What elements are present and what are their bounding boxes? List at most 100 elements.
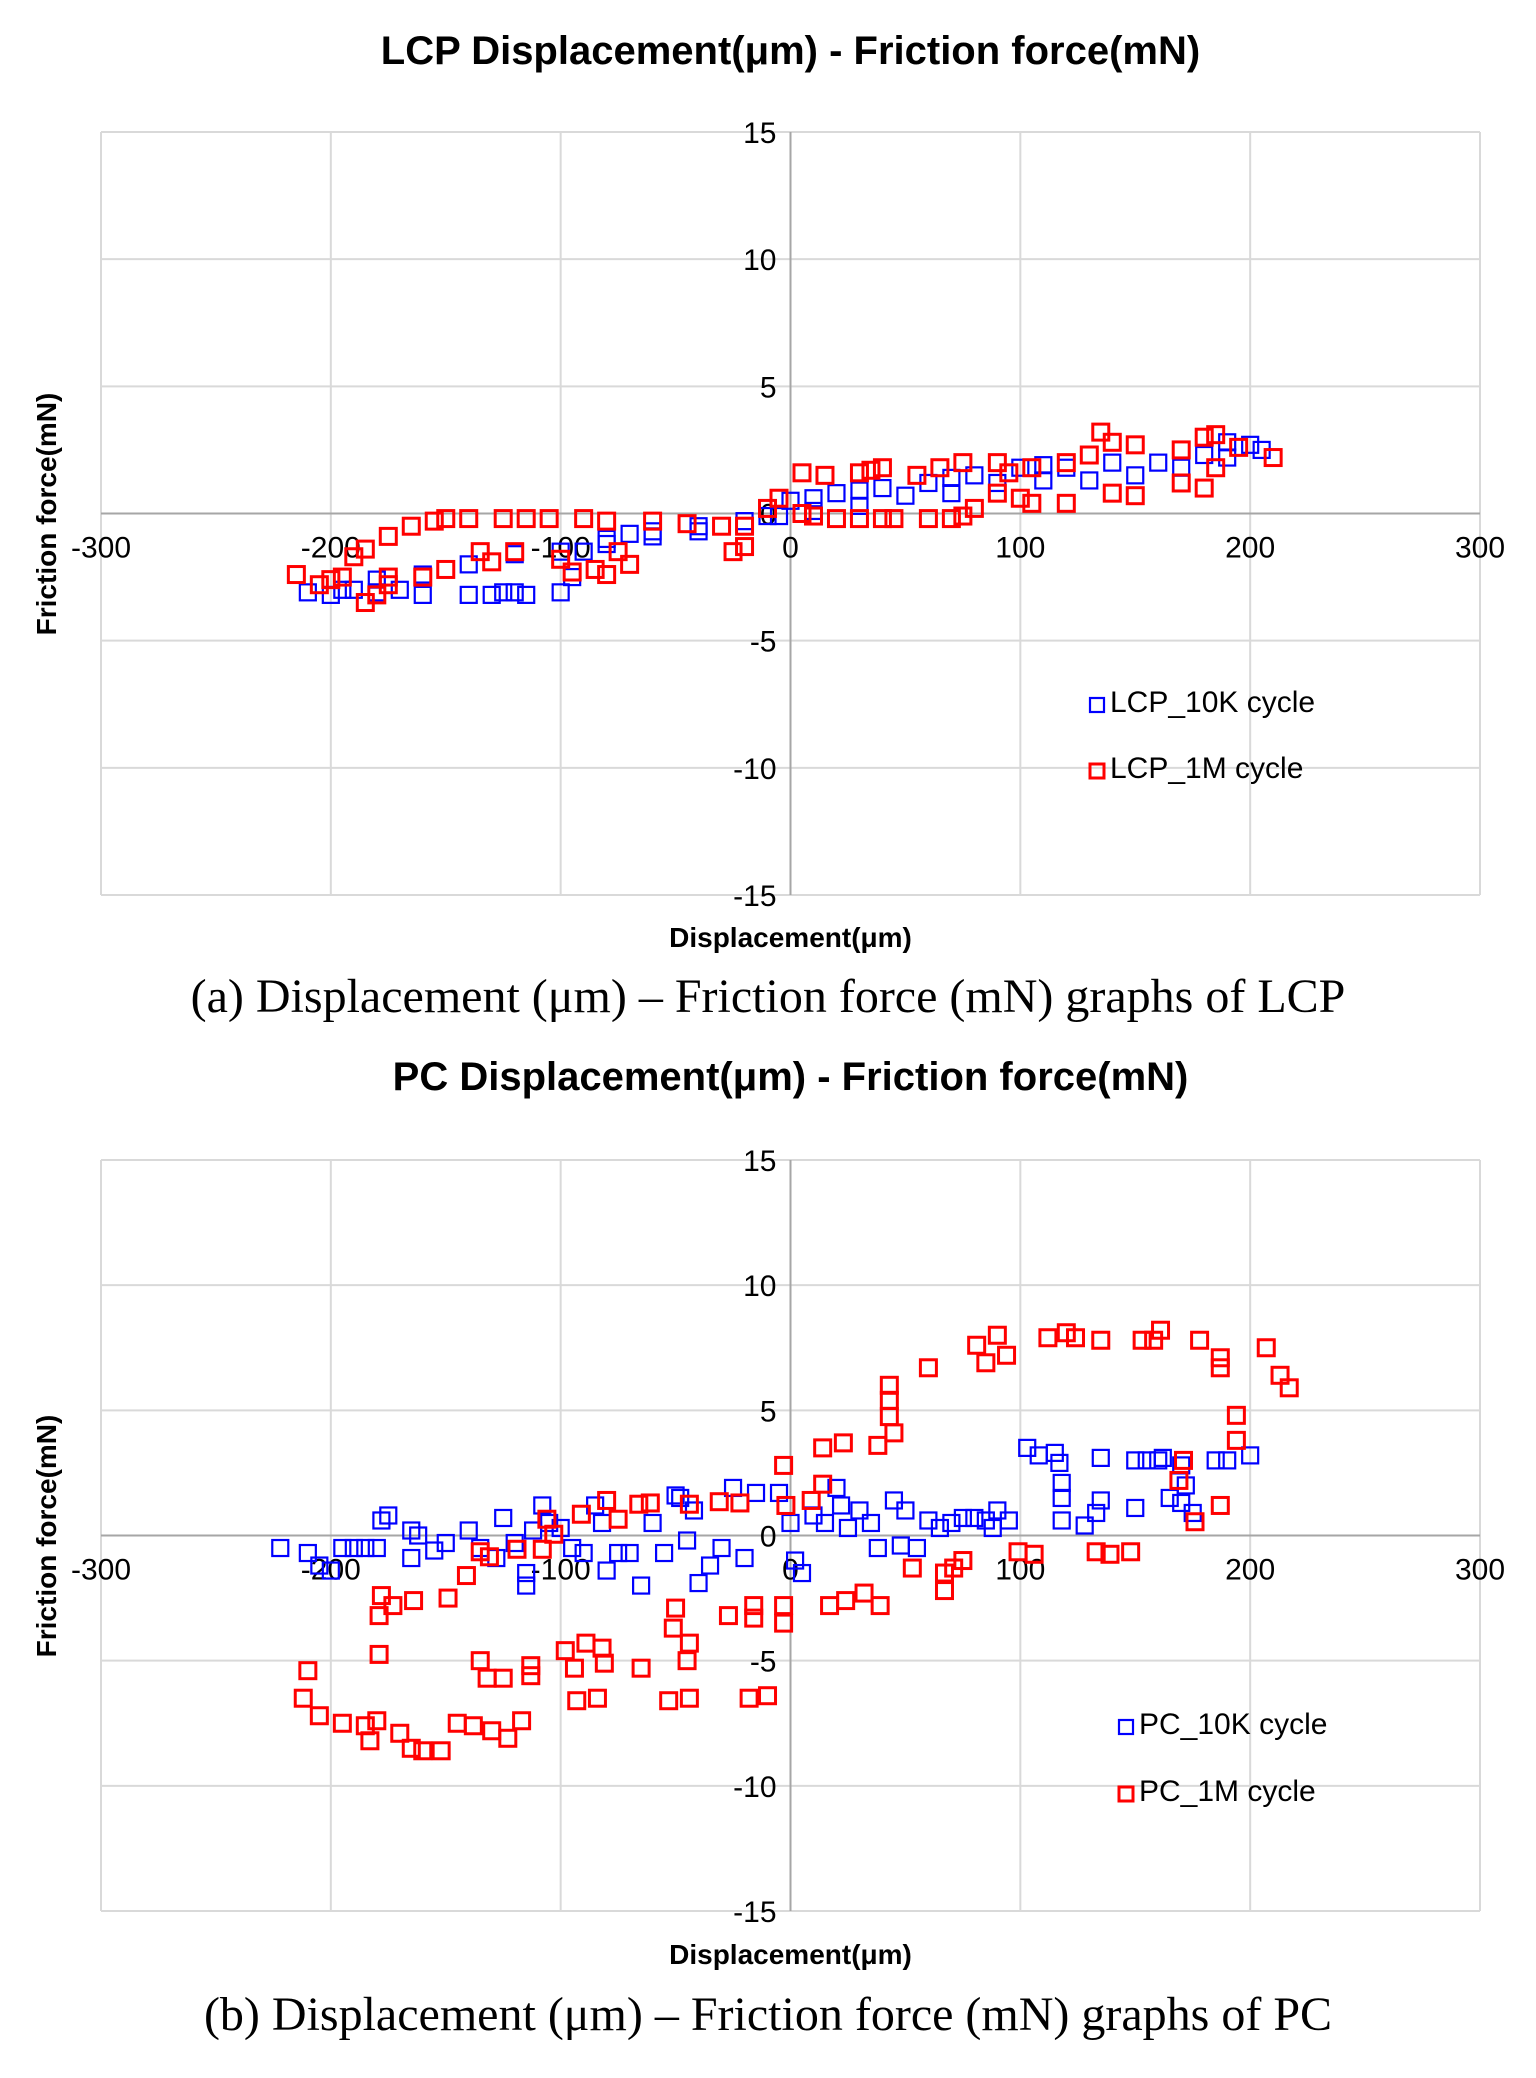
- data-point: [1149, 453, 1168, 472]
- data-point: [521, 1656, 541, 1676]
- data-point: [333, 580, 352, 599]
- data-point: [735, 1548, 754, 1568]
- figure-caption: (a) Displacement (μm) – Friction force (…: [191, 970, 1346, 1023]
- data-point: [390, 1723, 410, 1743]
- data-point: [470, 1651, 490, 1671]
- data-point: [1172, 1493, 1191, 1513]
- data-point: [1100, 1544, 1120, 1564]
- data-point: [907, 1538, 927, 1558]
- data-point: [436, 509, 456, 529]
- data-point: [792, 463, 812, 483]
- data-point: [507, 1539, 527, 1559]
- data-point: [1210, 1358, 1230, 1378]
- data-point: [643, 522, 662, 541]
- data-point: [934, 1581, 954, 1601]
- x-tick-label: 100: [995, 532, 1045, 565]
- data-point: [512, 1711, 532, 1731]
- data-point: [902, 1558, 922, 1578]
- data-point: [367, 585, 387, 605]
- data-point: [774, 1455, 794, 1475]
- data-point: [477, 1668, 497, 1688]
- data-point: [988, 473, 1007, 493]
- data-point: [521, 1666, 541, 1686]
- data-point: [597, 1490, 617, 1510]
- data-point: [666, 1598, 686, 1618]
- data-point: [424, 511, 444, 531]
- data-point: [785, 1551, 805, 1570]
- data-point: [873, 478, 892, 498]
- data-point: [861, 1513, 881, 1533]
- data-point: [850, 1501, 869, 1520]
- data-point: [293, 1688, 313, 1708]
- y-tick-label: -15: [733, 880, 776, 913]
- data-point: [1218, 448, 1237, 467]
- data-point: [999, 1511, 1018, 1530]
- data-point: [987, 1325, 1007, 1345]
- data-point: [744, 1608, 764, 1628]
- data-point: [505, 1533, 524, 1553]
- data-point: [1022, 493, 1042, 513]
- data-point: [659, 1691, 679, 1711]
- data-point: [868, 1435, 888, 1455]
- data-point: [1194, 478, 1214, 498]
- data-point: [563, 1538, 582, 1558]
- data-point: [482, 585, 501, 604]
- data-point: [999, 463, 1019, 483]
- data-point: [870, 1596, 890, 1616]
- y-tick-label: -10: [733, 753, 776, 786]
- data-point: [896, 1501, 915, 1520]
- y-tick-label: 5: [760, 1395, 777, 1428]
- data-point: [930, 458, 950, 478]
- data-point: [1087, 1503, 1106, 1523]
- data-point: [1022, 458, 1042, 478]
- data-point: [827, 1478, 846, 1498]
- legend-label: LCP_10K cycle: [1110, 686, 1315, 719]
- data-point: [479, 1547, 499, 1567]
- series-lcp-1m-cycle: [286, 422, 1283, 613]
- data-point: [620, 524, 639, 543]
- data-point: [1149, 1451, 1168, 1470]
- data-point: [746, 1483, 766, 1503]
- data-point: [413, 585, 432, 604]
- data-point: [774, 1596, 794, 1616]
- chart-title: PC Displacement(μm) - Friction force(mN): [393, 1055, 1189, 1099]
- data-point: [700, 1556, 720, 1575]
- data-point: [459, 585, 478, 604]
- data-point: [1075, 1516, 1094, 1535]
- legend-marker: [1117, 1718, 1135, 1736]
- data-point: [1052, 1511, 1071, 1530]
- legend-marker: [1088, 762, 1106, 780]
- data-point: [942, 1513, 961, 1533]
- data-point: [1034, 471, 1053, 490]
- data-point: [383, 1596, 403, 1616]
- data-point: [1171, 473, 1191, 493]
- data-point: [517, 585, 536, 604]
- y-tick-label: 10: [743, 244, 776, 277]
- data-point: [709, 1492, 729, 1512]
- data-point: [321, 570, 341, 590]
- data-point: [758, 498, 778, 518]
- data-point: [953, 1551, 973, 1571]
- data-point: [1102, 432, 1122, 452]
- data-point: [1125, 435, 1145, 455]
- data-point: [1091, 1491, 1110, 1510]
- data-point: [533, 1496, 552, 1515]
- data-point: [456, 1566, 476, 1586]
- data-point: [1079, 445, 1099, 465]
- data-point: [654, 1543, 674, 1563]
- data-point: [1121, 1542, 1141, 1562]
- data-point: [953, 453, 973, 473]
- data-point: [401, 1738, 421, 1758]
- data-point: [1241, 435, 1260, 454]
- data-point: [976, 1353, 996, 1373]
- data-point: [930, 1518, 949, 1538]
- data-point: [555, 1641, 575, 1661]
- data-point: [401, 516, 421, 536]
- data-point: [1056, 493, 1076, 513]
- data-point: [735, 537, 755, 557]
- data-point: [723, 542, 743, 562]
- data-point: [574, 542, 593, 561]
- data-point: [1153, 1448, 1172, 1467]
- data-point: [868, 1538, 887, 1558]
- data-point: [677, 514, 697, 534]
